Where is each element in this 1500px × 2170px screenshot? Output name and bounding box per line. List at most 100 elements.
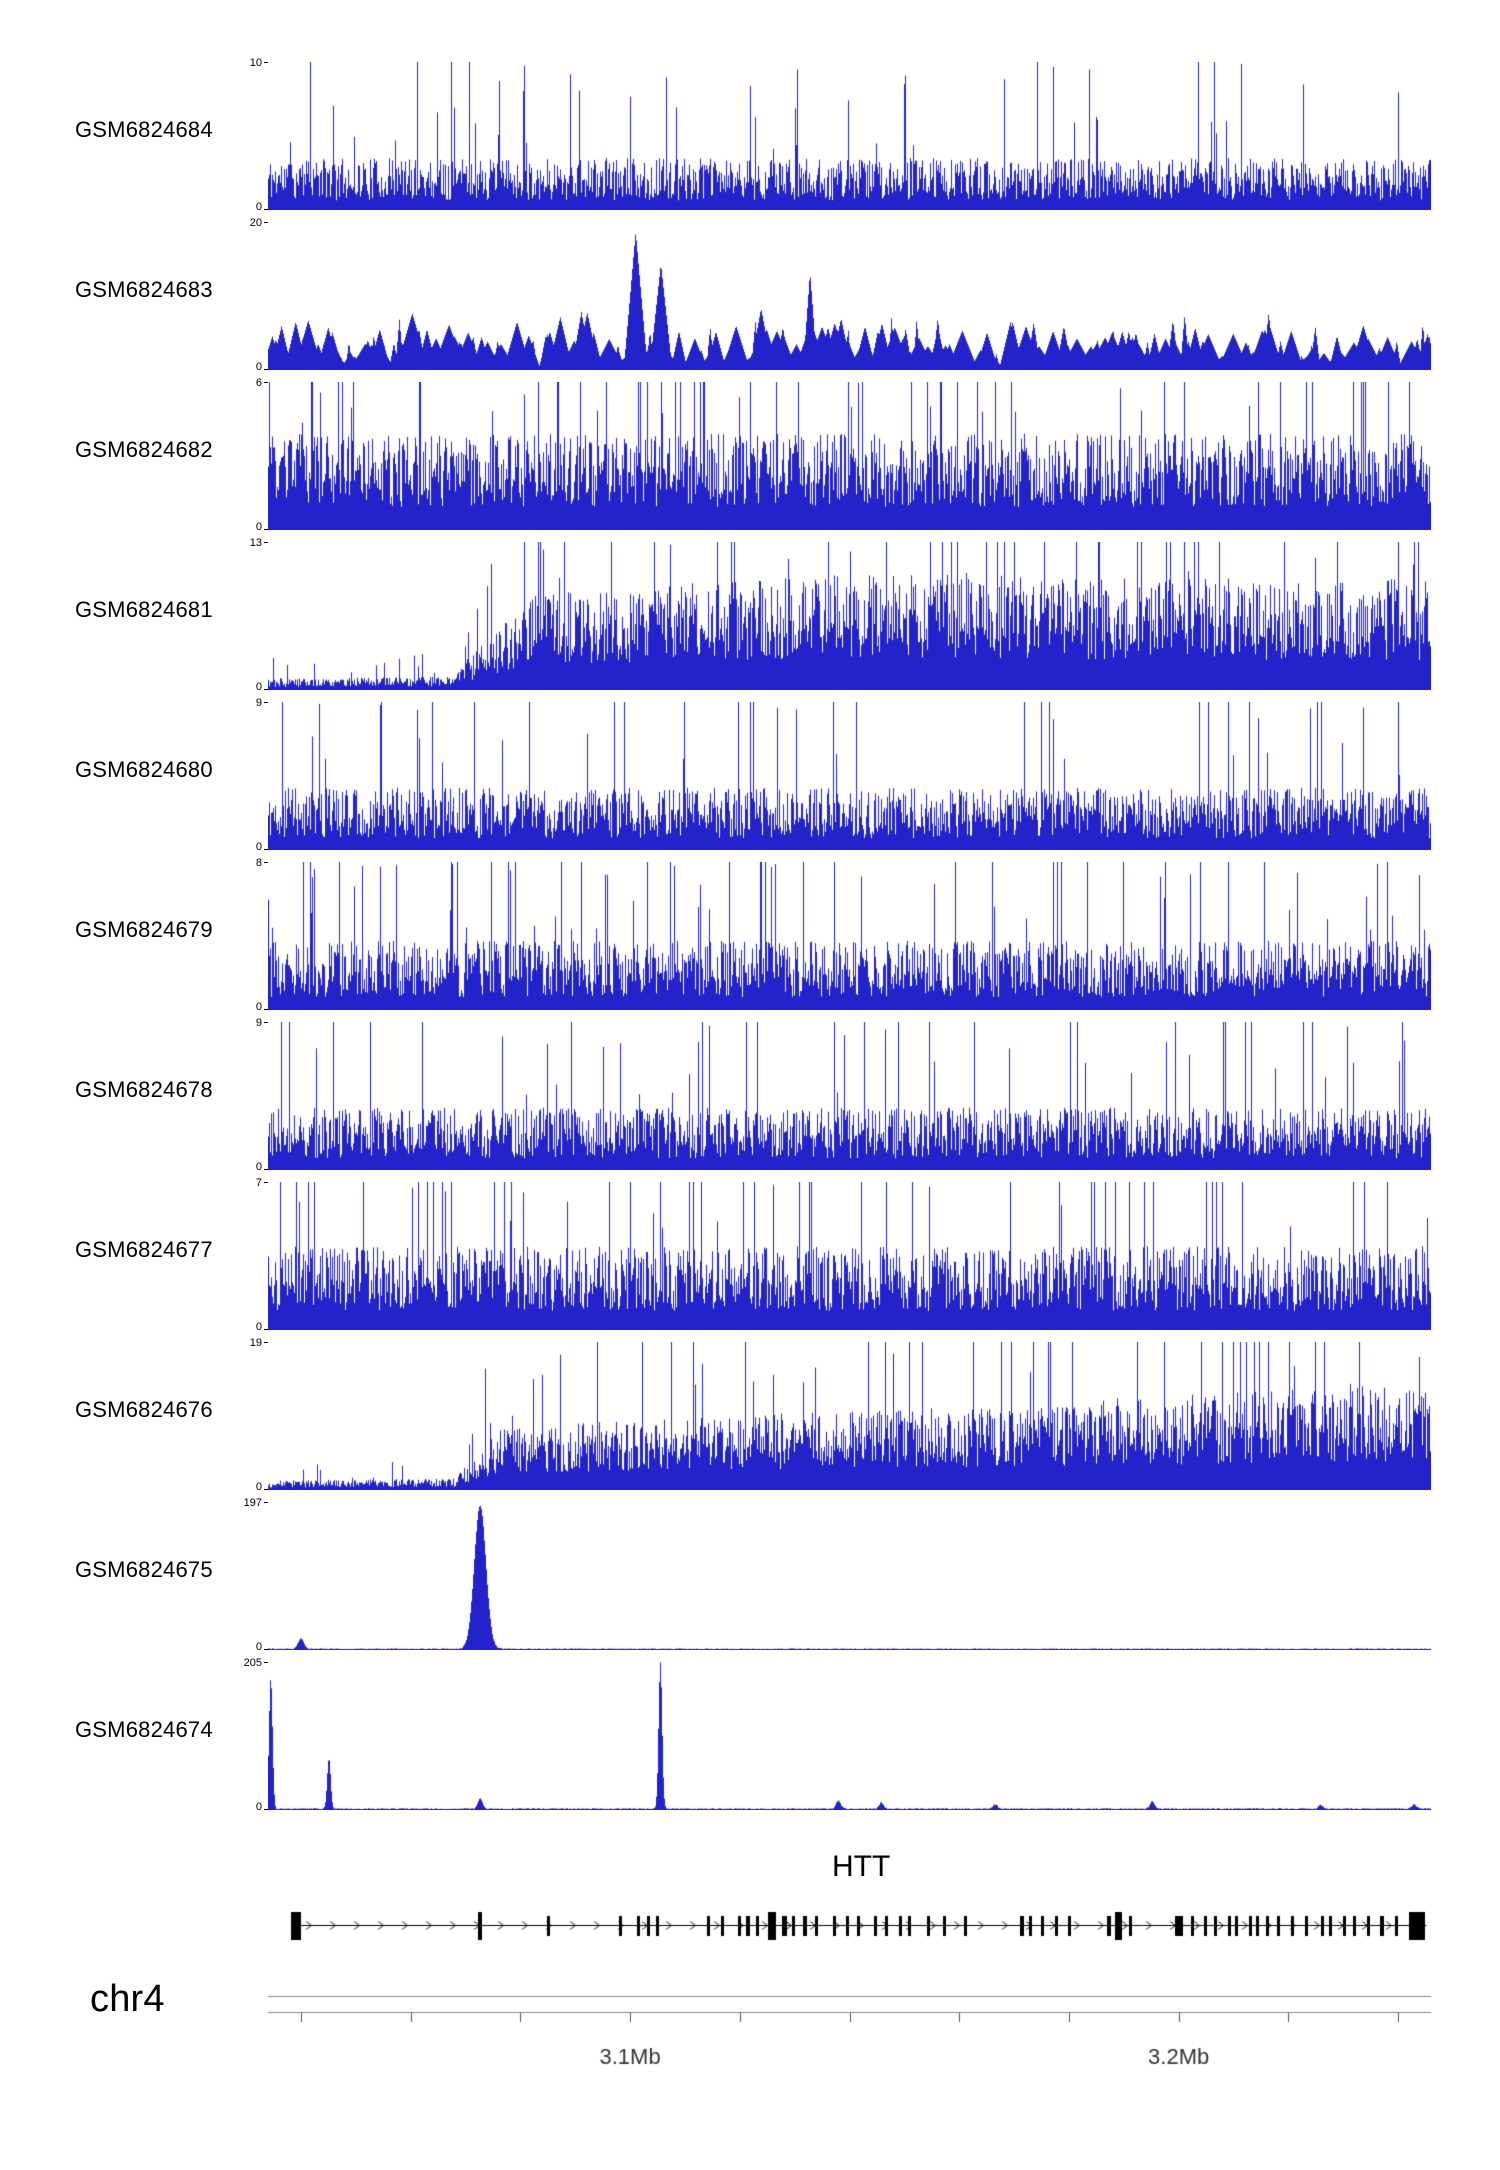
coverage-canvas (268, 542, 1431, 690)
y-axis-tick-bottom (264, 209, 268, 210)
y-axis-zero-label: 0 (255, 1801, 262, 1813)
track-label: GSM6824683 (75, 277, 213, 302)
gene-name-label: HTT (831, 1850, 891, 1883)
coverage-plot: 205 0 (244, 1658, 1431, 1813)
y-axis-zero-label: 0 (255, 1161, 262, 1173)
coverage-canvas (268, 1662, 1431, 1810)
y-axis-zero-label: 0 (255, 841, 262, 853)
y-axis-tick-bottom (264, 529, 268, 530)
coverage-track-list: GSM6824684 10 0 GSM6824683 20 0 GSM6824682 6 0 GS… (0, 50, 1500, 1813)
track-row: GSM6824684 10 0 (0, 50, 1500, 213)
track-label: GSM6824676 (75, 1397, 213, 1422)
y-axis-max-label: 10 (249, 57, 262, 69)
track-row: GSM6824679 8 0 (0, 850, 1500, 1013)
track-label: GSM6824682 (75, 437, 213, 462)
y-axis-max-label: 19 (249, 1337, 262, 1349)
coverage-canvas (268, 862, 1431, 1010)
y-axis-tick-bottom (264, 1009, 268, 1010)
coverage-plot: 197 0 (244, 1498, 1431, 1653)
y-axis-tick-top (264, 1342, 268, 1343)
y-axis-zero-label: 0 (255, 1321, 262, 1333)
y-axis-tick-bottom (264, 1169, 268, 1170)
gene-annotation-track: HTT (0, 1850, 1500, 1960)
track-row: GSM6824682 6 0 (0, 370, 1500, 533)
track-label: GSM6824677 (75, 1237, 213, 1262)
y-axis-zero-label: 0 (255, 201, 262, 213)
coverage-canvas (268, 1022, 1431, 1170)
y-axis-max-label: 197 (243, 1497, 262, 1509)
gene-model-canvas (268, 1890, 1431, 1960)
track-row: GSM6824678 9 0 (0, 1010, 1500, 1173)
y-axis-tick-bottom (264, 689, 268, 690)
chromosome-label: chr4 (90, 1978, 165, 2020)
coverage-canvas (268, 702, 1431, 850)
y-axis-zero-label: 0 (255, 1001, 262, 1013)
y-axis-tick-top (264, 1502, 268, 1503)
track-label: GSM6824675 (75, 1557, 213, 1582)
y-axis-tick-bottom (264, 369, 268, 370)
coverage-canvas (268, 1182, 1431, 1330)
coverage-plot: 10 0 (250, 58, 1431, 213)
gene-track-spacer (0, 1850, 268, 1960)
y-axis-max-label: 7 (255, 1177, 262, 1189)
axis-canvas (268, 1960, 1431, 2090)
y-axis-tick-top (264, 222, 268, 223)
axis-area (268, 1960, 1431, 2090)
y-axis-tick-bottom (264, 1489, 268, 1490)
track-row: GSM6824680 9 0 (0, 690, 1500, 853)
y-axis-tick-top (264, 862, 268, 863)
coverage-canvas (268, 222, 1431, 370)
y-axis-tick-top (264, 382, 268, 383)
y-axis-max-label: 20 (249, 217, 262, 229)
track-label: GSM6824684 (75, 117, 213, 142)
track-row: GSM6824676 19 0 (0, 1330, 1500, 1493)
track-row: GSM6824674 205 0 (0, 1650, 1500, 1813)
y-axis-tick-top (264, 1022, 268, 1023)
y-axis-max-label: 8 (255, 857, 262, 869)
track-label: GSM6824680 (75, 757, 213, 782)
track-label: GSM6824674 (75, 1717, 213, 1742)
track-label: GSM6824678 (75, 1077, 213, 1102)
coverage-canvas (268, 382, 1431, 530)
coverage-plot: 13 0 (250, 538, 1431, 693)
y-axis-tick-top (264, 542, 268, 543)
y-axis-zero-label: 0 (255, 521, 262, 533)
genome-axis-track: chr4 (0, 1960, 1500, 2090)
track-row: GSM6824683 20 0 (0, 210, 1500, 373)
track-label: GSM6824681 (75, 597, 213, 622)
y-axis-tick-top (264, 1182, 268, 1183)
y-axis-tick-bottom (264, 849, 268, 850)
track-row: GSM6824677 7 0 (0, 1170, 1500, 1333)
y-axis-max-label: 6 (255, 377, 262, 389)
chromosome-label-col: chr4 (0, 1960, 268, 2090)
y-axis-tick-bottom (264, 1329, 268, 1330)
y-axis-tick-bottom (264, 1649, 268, 1650)
y-axis-tick-bottom (264, 1809, 268, 1810)
coverage-canvas (268, 1342, 1431, 1490)
coverage-canvas (268, 62, 1431, 210)
y-axis-zero-label: 0 (255, 681, 262, 693)
coverage-plot: 19 0 (250, 1338, 1431, 1493)
y-axis-max-label: 205 (243, 1657, 262, 1669)
y-axis-tick-top (264, 702, 268, 703)
y-axis-zero-label: 0 (255, 1481, 262, 1493)
track-label: GSM6824679 (75, 917, 213, 942)
y-axis-tick-top (264, 62, 268, 63)
track-row: GSM6824681 13 0 (0, 530, 1500, 693)
y-axis-max-label: 9 (255, 1017, 262, 1029)
y-axis-max-label: 13 (249, 537, 262, 549)
track-row: GSM6824675 197 0 (0, 1490, 1500, 1653)
coverage-canvas (268, 1502, 1431, 1650)
y-axis-zero-label: 0 (255, 1641, 262, 1653)
gene-model-area: HTT (268, 1850, 1431, 1960)
y-axis-zero-label: 0 (255, 361, 262, 373)
y-axis-max-label: 9 (255, 697, 262, 709)
coverage-plot: 20 0 (250, 218, 1431, 373)
y-axis-tick-top (264, 1662, 268, 1663)
